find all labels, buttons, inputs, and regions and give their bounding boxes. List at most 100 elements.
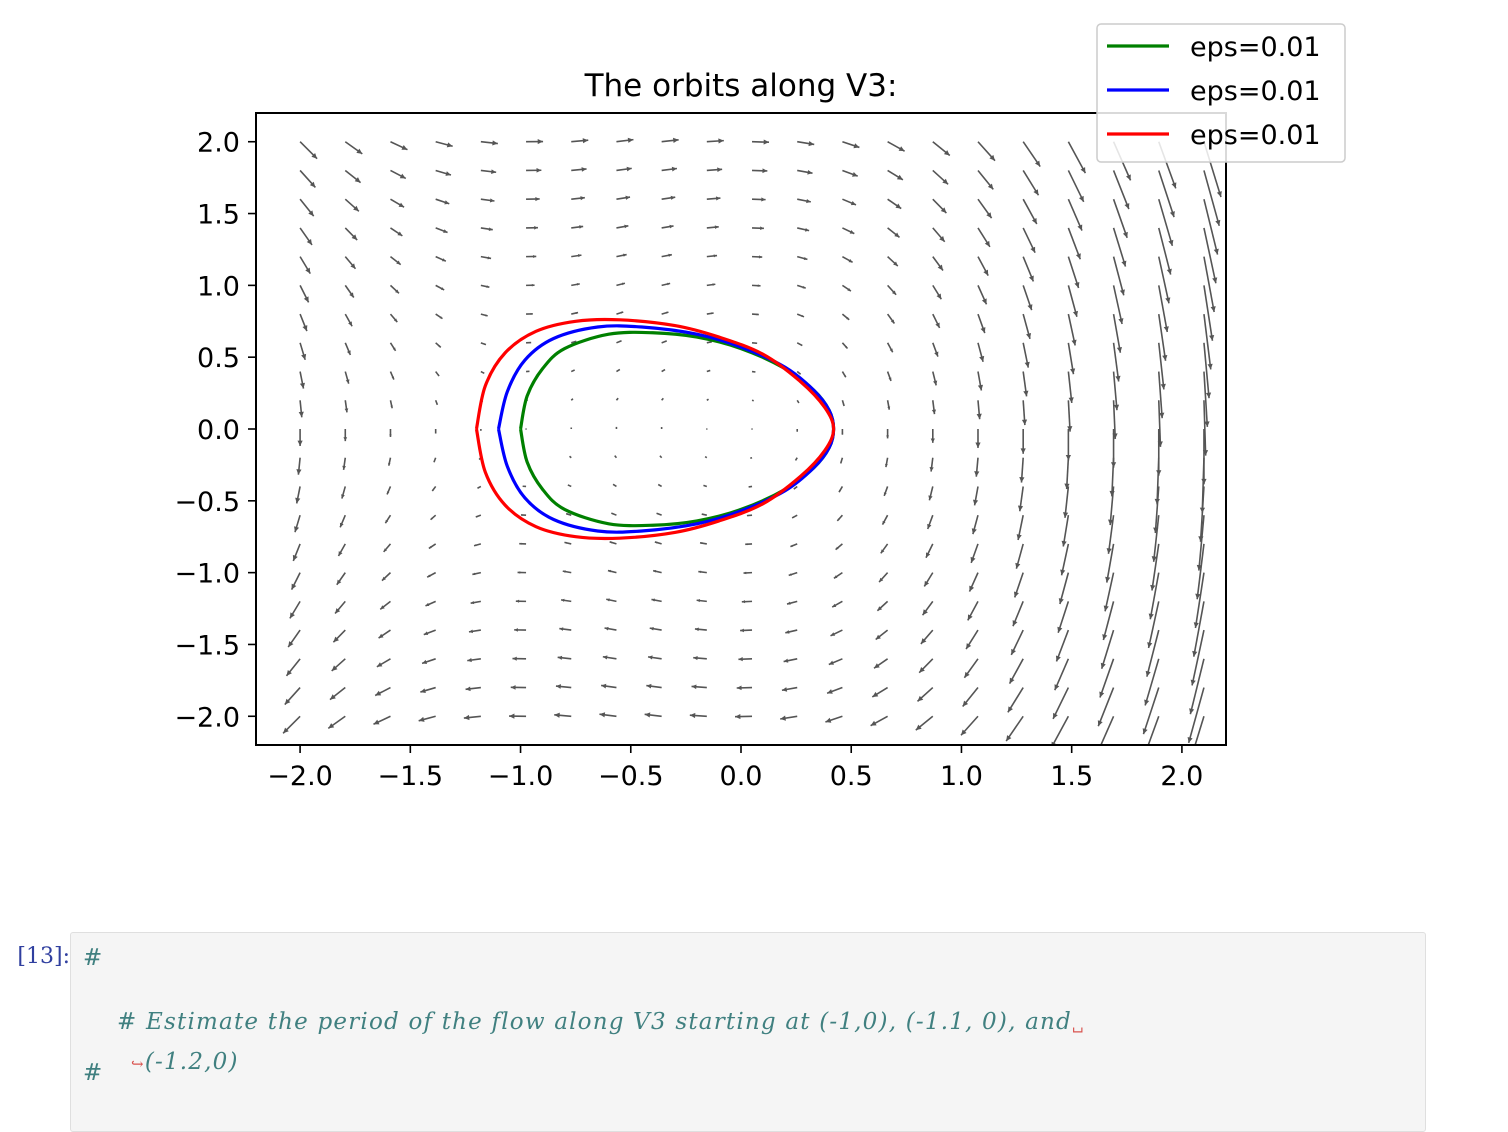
vector-field-arrow — [616, 254, 626, 257]
vector-field-arrow — [526, 313, 533, 315]
vector-field-arrow — [436, 228, 448, 233]
vector-field-arrow — [556, 684, 571, 689]
vector-field-arrow — [1068, 285, 1078, 316]
legend-label: eps=0.01 — [1190, 76, 1321, 107]
vector-field-arrow — [842, 199, 856, 205]
vector-field — [283, 138, 1222, 772]
vector-field-arrow — [387, 486, 391, 494]
x-tick-label: 2.0 — [1160, 761, 1203, 792]
vector-field-arrow — [917, 688, 932, 702]
vector-field-arrow — [345, 285, 354, 297]
vector-field-arrow — [432, 486, 435, 491]
vector-field-arrow — [294, 515, 300, 532]
vector-field-arrow — [526, 371, 529, 372]
cell-prompt: [13]: — [2, 944, 70, 969]
code-cell[interactable]: # # Estimate the period of the flow alon… — [70, 932, 1426, 1132]
vector-field-arrow — [436, 170, 451, 175]
vector-field-arrow — [1023, 170, 1038, 195]
vector-field-arrow — [839, 486, 842, 492]
vector-field-arrow — [616, 283, 625, 286]
vector-field-arrow — [388, 458, 390, 466]
vector-field-arrow — [933, 142, 950, 156]
vector-field-arrow — [554, 713, 571, 718]
vector-field-arrow — [526, 342, 531, 344]
vector-field-arrow — [345, 228, 357, 240]
y-tick-label: 0.5 — [197, 343, 240, 374]
vector-field-arrow — [926, 544, 933, 558]
vector-field-arrow — [744, 572, 753, 575]
vector-field-arrow — [481, 227, 493, 231]
vector-field-arrow — [752, 197, 766, 201]
vector-field-arrow — [1146, 630, 1159, 677]
vector-field-arrow — [692, 684, 707, 689]
vector-field-arrow — [571, 196, 585, 200]
vector-field-arrow — [834, 573, 843, 579]
vector-field-arrow — [300, 257, 310, 274]
vector-field-arrow — [1013, 601, 1024, 626]
vector-field-arrow — [382, 573, 391, 581]
vector-field-arrow — [436, 343, 441, 348]
vector-field-arrow — [389, 429, 391, 437]
vector-field-arrow — [1197, 515, 1204, 570]
vector-field-arrow — [283, 716, 300, 733]
vector-field-arrow — [606, 598, 616, 601]
vector-field-arrow — [662, 167, 677, 172]
vector-field-arrow — [571, 370, 574, 372]
vector-field-arrow — [610, 541, 617, 543]
legend-label: eps=0.01 — [1190, 32, 1321, 63]
vector-field-arrow — [419, 716, 436, 722]
line-wrap-arrow-icon: ↪ — [131, 1055, 145, 1073]
vector-field-arrow — [345, 400, 349, 412]
vector-field-arrow — [662, 225, 674, 229]
vector-field-arrow — [616, 369, 619, 371]
vector-field-arrow — [345, 142, 362, 154]
vector-field-arrow — [570, 456, 572, 458]
vector-field-arrow — [797, 372, 800, 375]
vector-field-arrow — [794, 486, 797, 489]
vector-field-arrow — [420, 688, 435, 693]
vector-field-arrow — [1204, 170, 1220, 225]
vector-field-arrow — [477, 486, 480, 488]
vector-field-arrow — [467, 658, 481, 662]
vector-field-arrow — [373, 716, 390, 724]
vector-field-arrow — [436, 400, 438, 405]
vector-field-arrow — [933, 285, 942, 299]
x-tick-label: −1.5 — [378, 761, 444, 792]
vector-field-arrow — [1056, 630, 1068, 661]
vector-field-arrow — [832, 601, 842, 607]
vector-field-arrow — [971, 544, 978, 563]
vector-field-arrow — [707, 370, 710, 371]
vector-field-arrow — [742, 600, 752, 603]
vector-field-arrow — [874, 659, 888, 668]
orbit-series-1 — [521, 332, 834, 525]
vector-field-arrow — [752, 313, 759, 315]
vector-field-arrow — [933, 372, 937, 386]
vector-field-arrow — [300, 142, 317, 159]
vector-field-arrow — [655, 542, 662, 544]
x-tick-label: 1.0 — [940, 761, 983, 792]
vector-field-arrow — [703, 485, 706, 486]
vector-field-arrow — [481, 429, 482, 431]
vector-field-arrow — [840, 458, 842, 464]
vector-field-arrow — [1068, 343, 1075, 374]
vector-field-arrow — [707, 138, 724, 143]
vector-field-arrow — [1023, 372, 1028, 397]
vector-field-arrow — [887, 400, 890, 409]
vector-field-arrow — [707, 312, 714, 314]
vector-field-arrow — [525, 428, 527, 430]
vector-field-arrow — [286, 659, 300, 676]
vector-field-arrow — [436, 314, 443, 319]
vector-field-arrow — [563, 570, 572, 573]
vector-field-arrow — [697, 599, 707, 602]
vector-field-arrow — [978, 314, 985, 333]
vector-field-arrow — [842, 285, 851, 291]
vector-field-arrow — [1011, 630, 1023, 655]
x-tick-label: 0.0 — [720, 761, 763, 792]
vector-field-arrow — [571, 312, 578, 314]
vector-field-arrow — [973, 486, 978, 505]
vector-field-arrow — [1204, 257, 1216, 312]
vector-field-arrow — [390, 400, 392, 408]
vector-field-arrow — [616, 225, 628, 229]
